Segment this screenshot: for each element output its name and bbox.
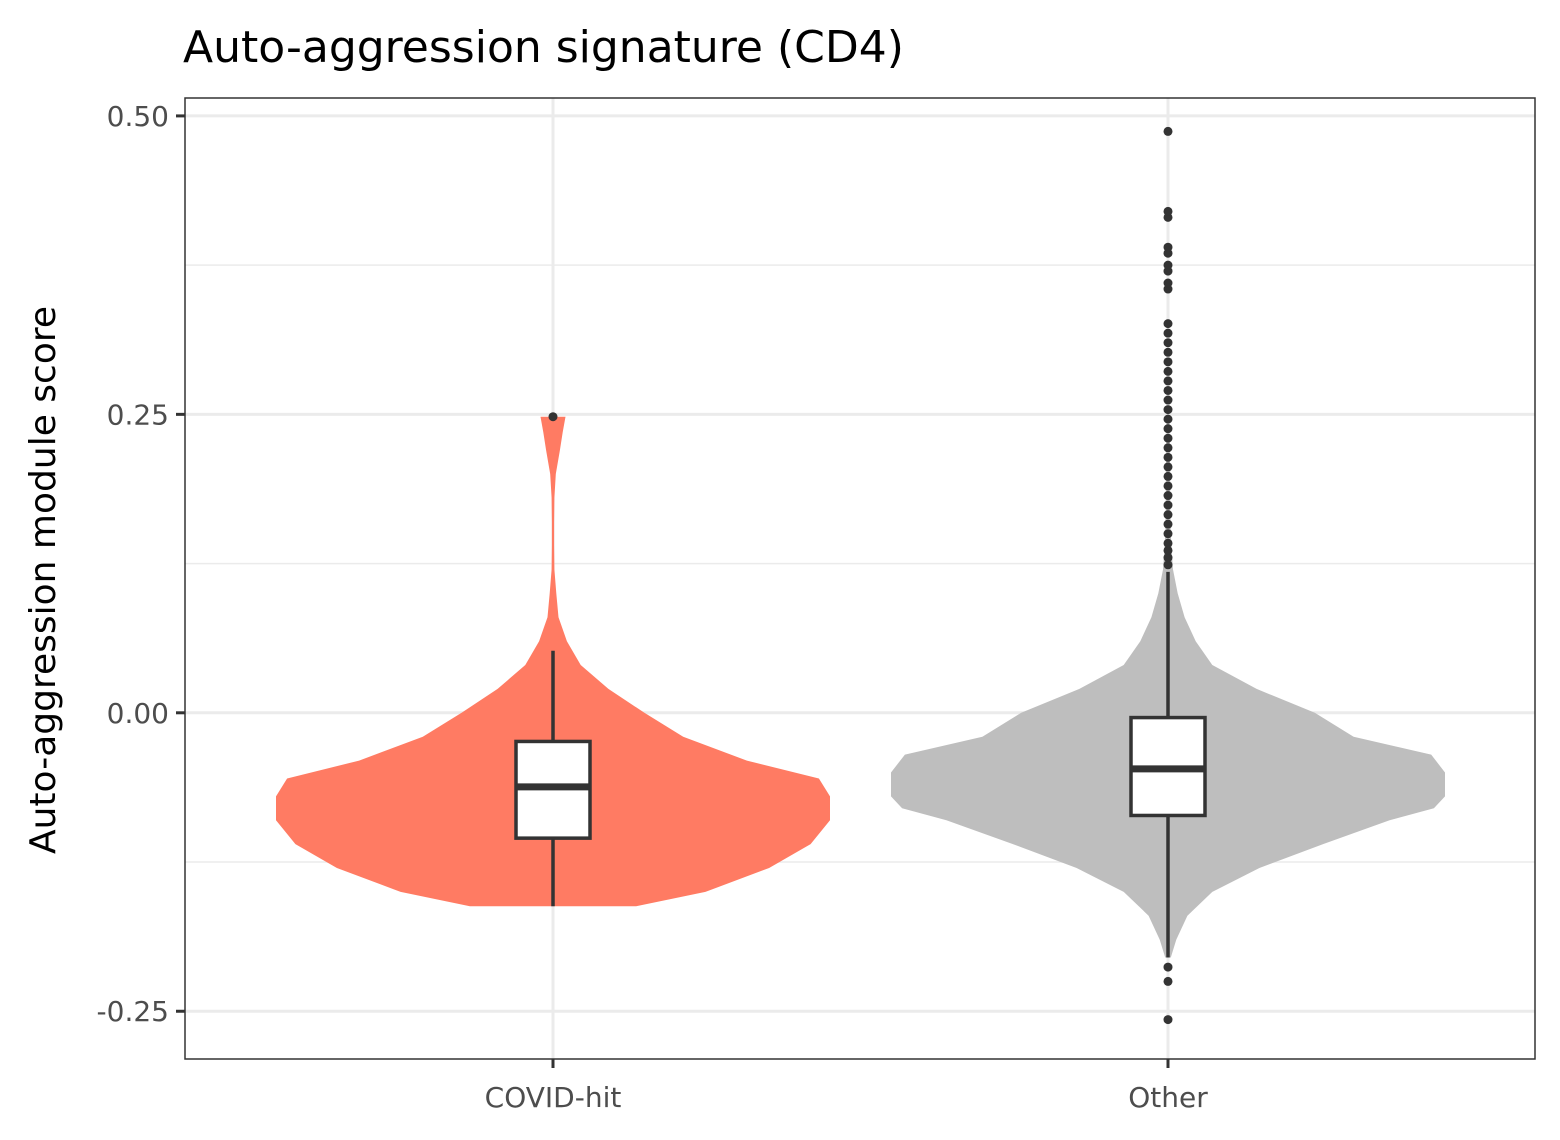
x-tick-label: Other xyxy=(1128,1081,1208,1114)
outlier-point xyxy=(1163,242,1173,252)
y-axis-ticks: -0.25 0.00 0.25 0.50 xyxy=(97,100,185,1028)
outlier-point xyxy=(1163,462,1173,472)
outlier-point xyxy=(1163,452,1173,462)
outlier-point xyxy=(1163,385,1173,395)
outlier-point xyxy=(1163,962,1173,972)
outlier-point xyxy=(1163,126,1173,136)
outlier-point xyxy=(1163,338,1173,348)
outlier-point xyxy=(1163,976,1173,986)
outlier-point xyxy=(1163,560,1173,570)
outlier-point xyxy=(1163,529,1173,539)
outlier-point xyxy=(1163,471,1173,481)
chart-title: Auto-aggression signature (CD4) xyxy=(183,22,904,73)
y-tick-label: -0.25 xyxy=(97,995,169,1028)
outlier-point xyxy=(1163,366,1173,376)
outlier-point xyxy=(1163,553,1173,563)
y-tick-label: 0.00 xyxy=(107,697,169,730)
box-plots xyxy=(514,571,1207,958)
outlier-point xyxy=(548,412,558,422)
outlier-point xyxy=(1163,357,1173,367)
outlier-points xyxy=(548,126,1173,1025)
outlier-point xyxy=(1163,414,1173,424)
outlier-point xyxy=(1163,278,1173,288)
outlier-point xyxy=(1163,443,1173,453)
plot-panel-border xyxy=(184,97,1536,1060)
x-axis-ticks: COVID-hit Other xyxy=(485,1059,1208,1114)
outlier-point xyxy=(1163,545,1173,555)
outlier-point xyxy=(1163,519,1173,529)
outlier-point xyxy=(1163,481,1173,491)
outlier-point xyxy=(1163,433,1173,443)
outlier-point xyxy=(1163,424,1173,434)
outlier-point xyxy=(1163,491,1173,501)
outlier-point xyxy=(1163,206,1173,216)
outlier-point xyxy=(1163,510,1173,520)
outlier-point xyxy=(1163,395,1173,405)
plot-background xyxy=(185,98,1535,1059)
outlier-point xyxy=(1163,260,1173,270)
outlier-point xyxy=(1163,405,1173,415)
outlier-point xyxy=(1163,376,1173,386)
x-tick-label: COVID-hit xyxy=(485,1081,622,1114)
y-axis-label: Auto-aggression module score xyxy=(23,306,64,854)
outlier-point xyxy=(1163,319,1173,329)
outlier-point xyxy=(1163,328,1173,338)
outlier-point xyxy=(1163,500,1173,510)
outlier-point xyxy=(1163,347,1173,357)
y-tick-label: 0.25 xyxy=(107,398,169,431)
outlier-point xyxy=(1163,538,1173,548)
outlier-point xyxy=(1163,1015,1173,1025)
y-tick-label: 0.50 xyxy=(107,100,169,133)
